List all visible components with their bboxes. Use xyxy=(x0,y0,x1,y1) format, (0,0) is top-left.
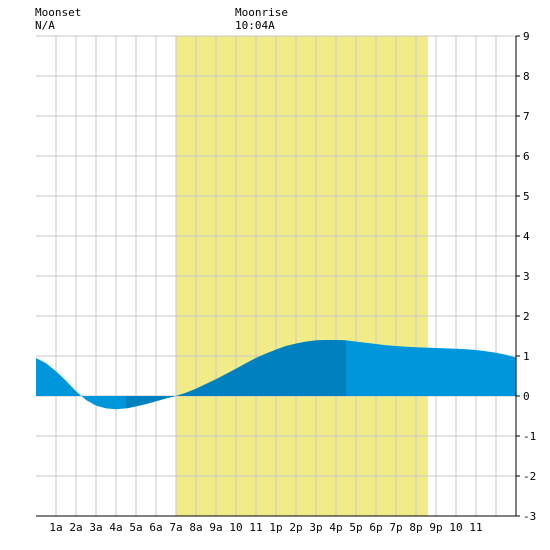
x-tick-label: 11 xyxy=(249,521,262,534)
x-tick-label: 5a xyxy=(129,521,142,534)
y-tick-label: -1 xyxy=(523,430,536,443)
moonset-value: N/A xyxy=(35,19,55,32)
tide-area-layer xyxy=(36,340,516,410)
y-tick-label: 4 xyxy=(523,230,530,243)
y-tick-label: 3 xyxy=(523,270,530,283)
x-tick-label: 7a xyxy=(169,521,182,534)
x-tick-label: 4a xyxy=(109,521,122,534)
moonrise-label: Moonrise xyxy=(235,6,288,19)
x-tick-label: 10 xyxy=(449,521,462,534)
axes-layer xyxy=(36,35,520,517)
tide-area-dark-band xyxy=(126,396,176,409)
x-tick-label: 2p xyxy=(289,521,302,534)
tick-label-layer: -3 -2 -1 0 1 2 3 4 5 6 7 8 9 1a 2a 3a 4a 5a 6a 7a 8a 9a 10 11 1p… xyxy=(49,30,536,534)
x-tick-label: 10 xyxy=(229,521,242,534)
moonset-label: Moonset xyxy=(35,6,82,19)
x-tick-label: 4p xyxy=(329,521,342,534)
moonrise-value: 10:04A xyxy=(235,19,275,32)
x-tick-label: 1a xyxy=(49,521,62,534)
y-tick-label: 2 xyxy=(523,310,530,323)
x-tick-label: 3a xyxy=(89,521,102,534)
x-tick-label: 6a xyxy=(149,521,162,534)
x-tick-label: 7p xyxy=(389,521,402,534)
x-tick-label: 11 xyxy=(469,521,482,534)
x-tick-label: 5p xyxy=(349,521,362,534)
y-tick-label: 8 xyxy=(523,70,530,83)
x-tick-label: 1p xyxy=(269,521,282,534)
x-tick-label: 9p xyxy=(429,521,442,534)
y-tick-label: 1 xyxy=(523,350,530,363)
tide-area-dark-band xyxy=(176,340,346,396)
y-tick-label: -3 xyxy=(523,510,536,523)
x-tick-label: 2a xyxy=(69,521,82,534)
y-tick-label: 7 xyxy=(523,110,530,123)
y-tick-label: -2 xyxy=(523,470,536,483)
y-tick-label: 0 xyxy=(523,390,530,403)
y-tick-label: 9 xyxy=(523,30,530,43)
x-tick-label: 6p xyxy=(369,521,382,534)
y-tick-label: 5 xyxy=(523,190,530,203)
y-tick-label: 6 xyxy=(523,150,530,163)
x-tick-label: 8a xyxy=(189,521,202,534)
x-tick-label: 8p xyxy=(409,521,422,534)
x-tick-label: 3p xyxy=(309,521,322,534)
grid-layer xyxy=(36,35,516,517)
x-tick-label: 9a xyxy=(209,521,222,534)
